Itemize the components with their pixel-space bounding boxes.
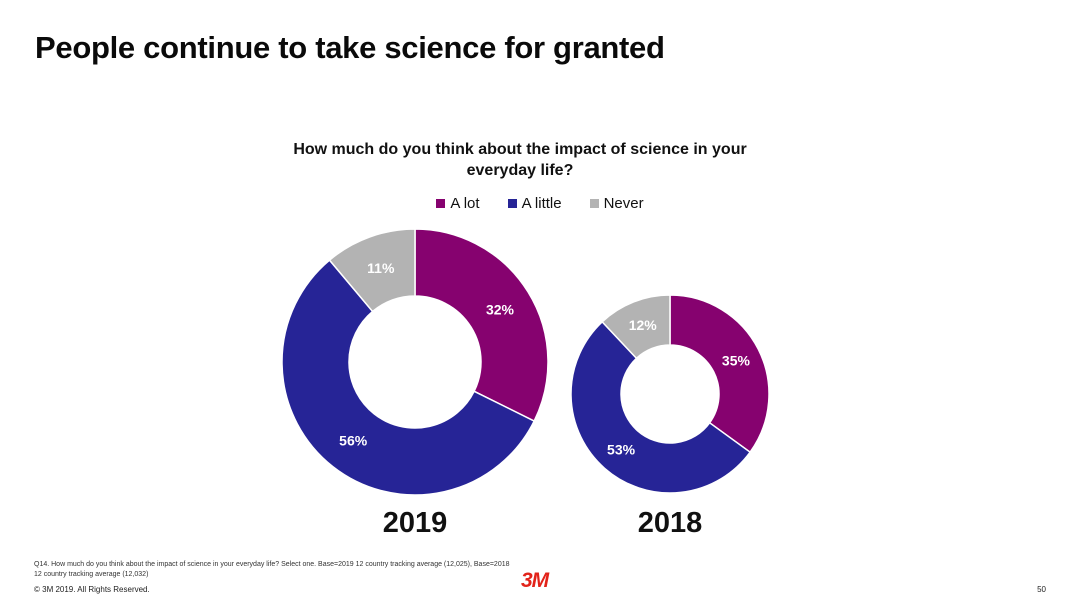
legend-item-a-lot: A lot <box>436 195 480 212</box>
donut-slice-2019-a-lot <box>414 228 549 423</box>
year-label-2018: 2018 <box>638 507 703 539</box>
3m-logo: 3M <box>521 569 549 592</box>
donut-slice-2018-never <box>601 294 671 360</box>
donut-slice-2018-a-little <box>570 320 752 494</box>
slice-label-2018-never: 12% <box>629 317 658 333</box>
legend-label-a-lot: A lot <box>450 195 480 212</box>
legend-swatch-a-lot <box>436 199 446 208</box>
footnote: Q14. How much do you think about the imp… <box>34 561 510 578</box>
legend-label-never: Never <box>603 195 644 212</box>
donut-slice-2018-a-lot <box>669 294 770 454</box>
donut-slice-2019-a-little <box>281 259 536 496</box>
page-number: 50 <box>1037 585 1046 594</box>
chart-title: How much do you think about the impact o… <box>293 141 747 179</box>
year-label-2019: 2019 <box>383 507 448 539</box>
legend-item-never: Never <box>589 195 644 212</box>
slice-label-2019-never: 11% <box>367 260 395 276</box>
donut-slice-2019-never <box>328 228 416 313</box>
chart-legend: A lot A little Never <box>380 195 700 212</box>
slice-label-2019-a-little: 56% <box>339 433 368 449</box>
slice-label-2018-a-lot: 35% <box>722 352 751 368</box>
copyright: © 3M 2019. All Rights Reserved. <box>34 585 150 594</box>
slice-label-2018-a-little: 53% <box>607 442 636 458</box>
legend-swatch-never <box>589 199 599 208</box>
legend-item-a-little: A little <box>507 195 562 212</box>
legend-swatch-a-little <box>507 199 517 208</box>
legend-label-a-little: A little <box>521 195 562 212</box>
slice-label-2019-a-lot: 32% <box>486 301 515 317</box>
page-title: People continue to take science for gran… <box>35 30 665 65</box>
